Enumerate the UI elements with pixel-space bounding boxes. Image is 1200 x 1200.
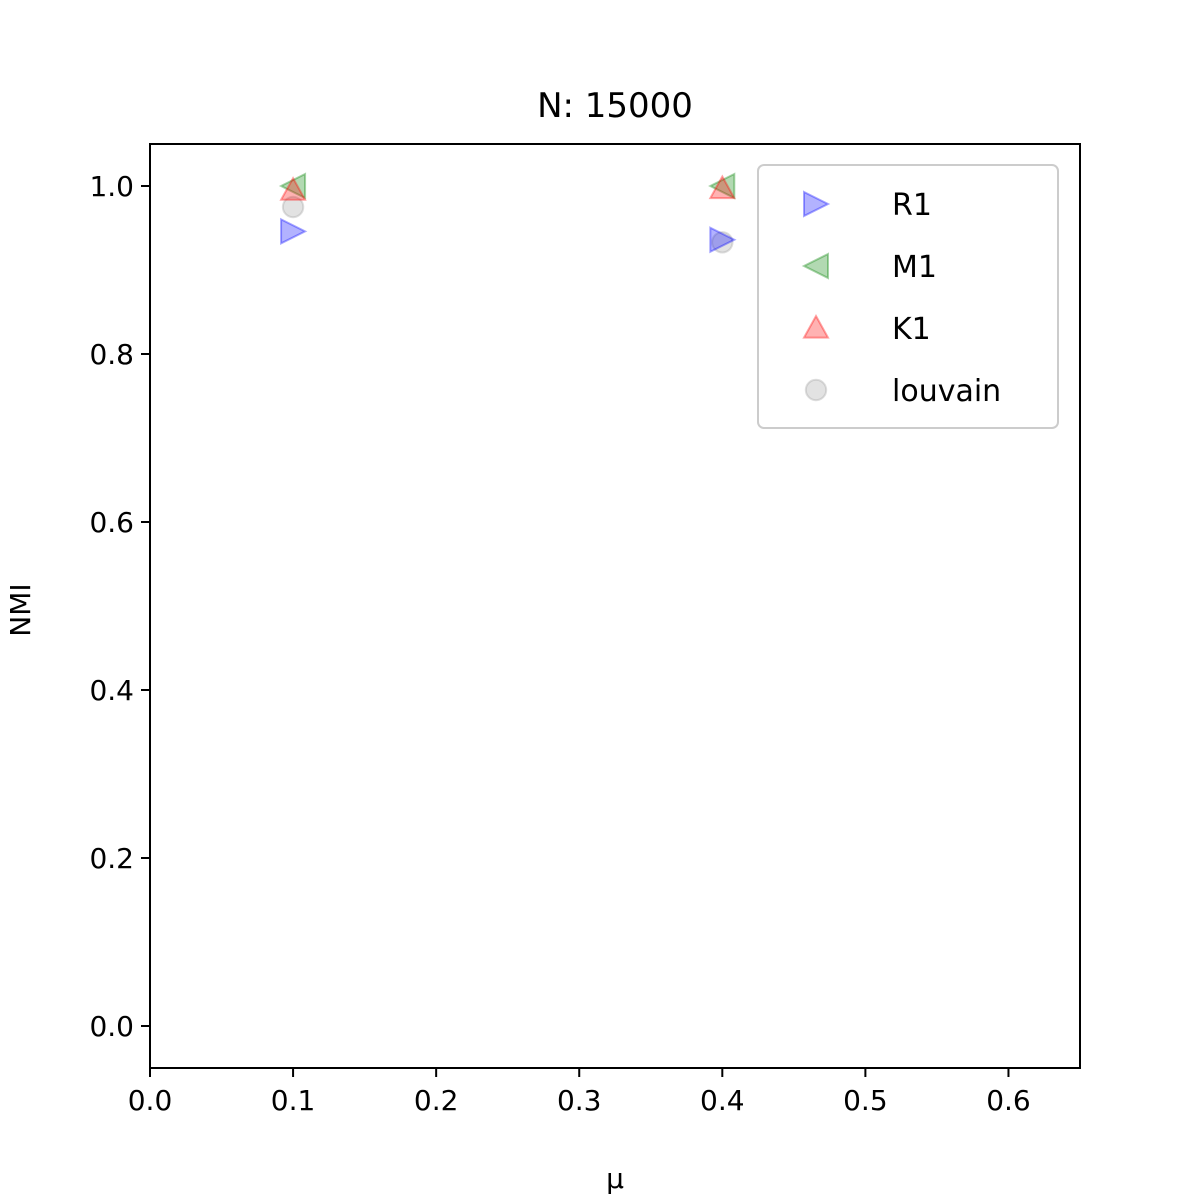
y-tick-label: 1.0: [89, 170, 134, 203]
y-tick-label: 0.0: [89, 1010, 134, 1043]
x-tick-label: 0.0: [128, 1084, 173, 1117]
y-tick-label: 0.2: [89, 842, 134, 875]
legend-label: K1: [892, 312, 931, 347]
legend-marker-r1: [803, 190, 831, 218]
data-point-k1: [708, 174, 737, 200]
legend: R1 M1 K1 louvain: [757, 164, 1059, 429]
x-tick-label: 0.1: [271, 1084, 316, 1117]
data-markers: [278, 172, 737, 254]
x-axis: 0.0 0.1 0.2 0.3 0.4 0.5 0.6: [128, 1068, 1031, 1117]
y-axis-label: NMI: [4, 583, 37, 636]
data-point-m1: [708, 172, 736, 200]
plot-frame: [149, 143, 1081, 1069]
x-axis-label: μ: [606, 1162, 624, 1195]
legend-label: R1: [892, 188, 932, 223]
data-point-r1: [709, 226, 737, 254]
data-point-m1: [278, 172, 307, 200]
data-point-k1: [279, 176, 307, 201]
y-axis: 0.0 0.2 0.4 0.6 0.8 1.0: [89, 170, 150, 1043]
y-tick-label: 0.4: [89, 674, 134, 707]
data-point-louvain: [281, 195, 305, 219]
x-tick-label: 0.5: [843, 1084, 888, 1117]
legend-marker-k1: [802, 313, 830, 339]
legend-label: M1: [892, 250, 937, 285]
x-tick-label: 0.6: [986, 1084, 1031, 1117]
legend-marker-louvain: [804, 378, 828, 402]
y-tick-label: 0.8: [89, 338, 134, 371]
data-point-louvain: [711, 231, 734, 254]
data-point-r1: [280, 217, 308, 245]
x-tick-label: 0.4: [700, 1084, 745, 1117]
x-tick-label: 0.2: [414, 1084, 459, 1117]
legend-box: [757, 164, 1059, 429]
x-tick-label: 0.3: [557, 1084, 602, 1117]
chart-title: N: 15000: [537, 86, 693, 126]
y-tick-label: 0.6: [89, 506, 134, 539]
legend-label: louvain: [892, 374, 1001, 409]
legend-marker-m1: [801, 252, 829, 280]
